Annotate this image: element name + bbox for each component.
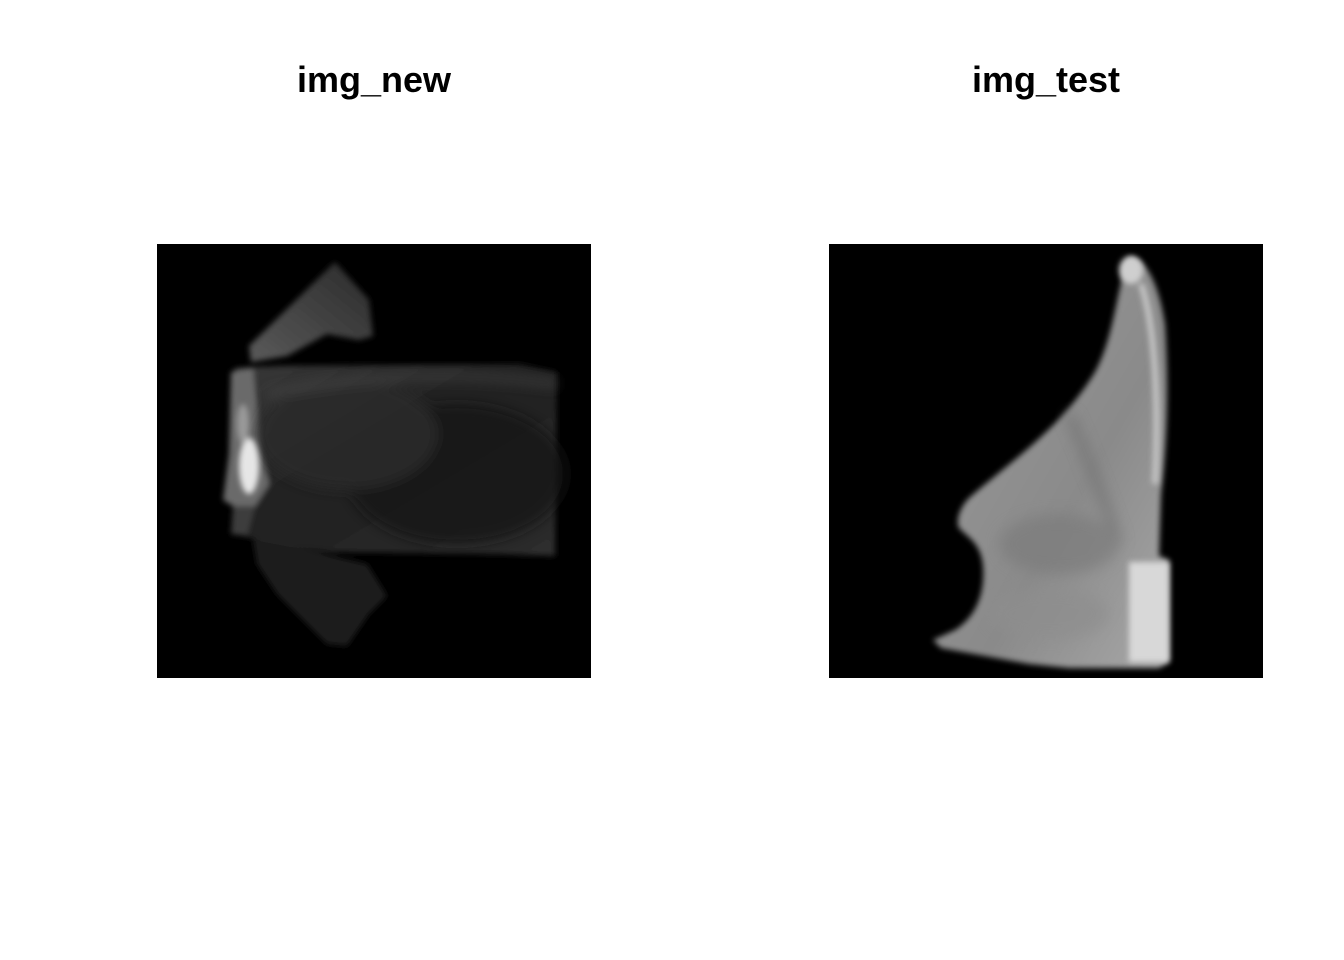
image-img-new (157, 244, 591, 678)
img-test-picture (933, 256, 1169, 668)
image-img-test (829, 244, 1263, 678)
panel-title-img-test: img_test (971, 59, 1121, 100)
panel-title-img-new: img_new (296, 59, 452, 100)
img-new-picture (223, 262, 567, 646)
